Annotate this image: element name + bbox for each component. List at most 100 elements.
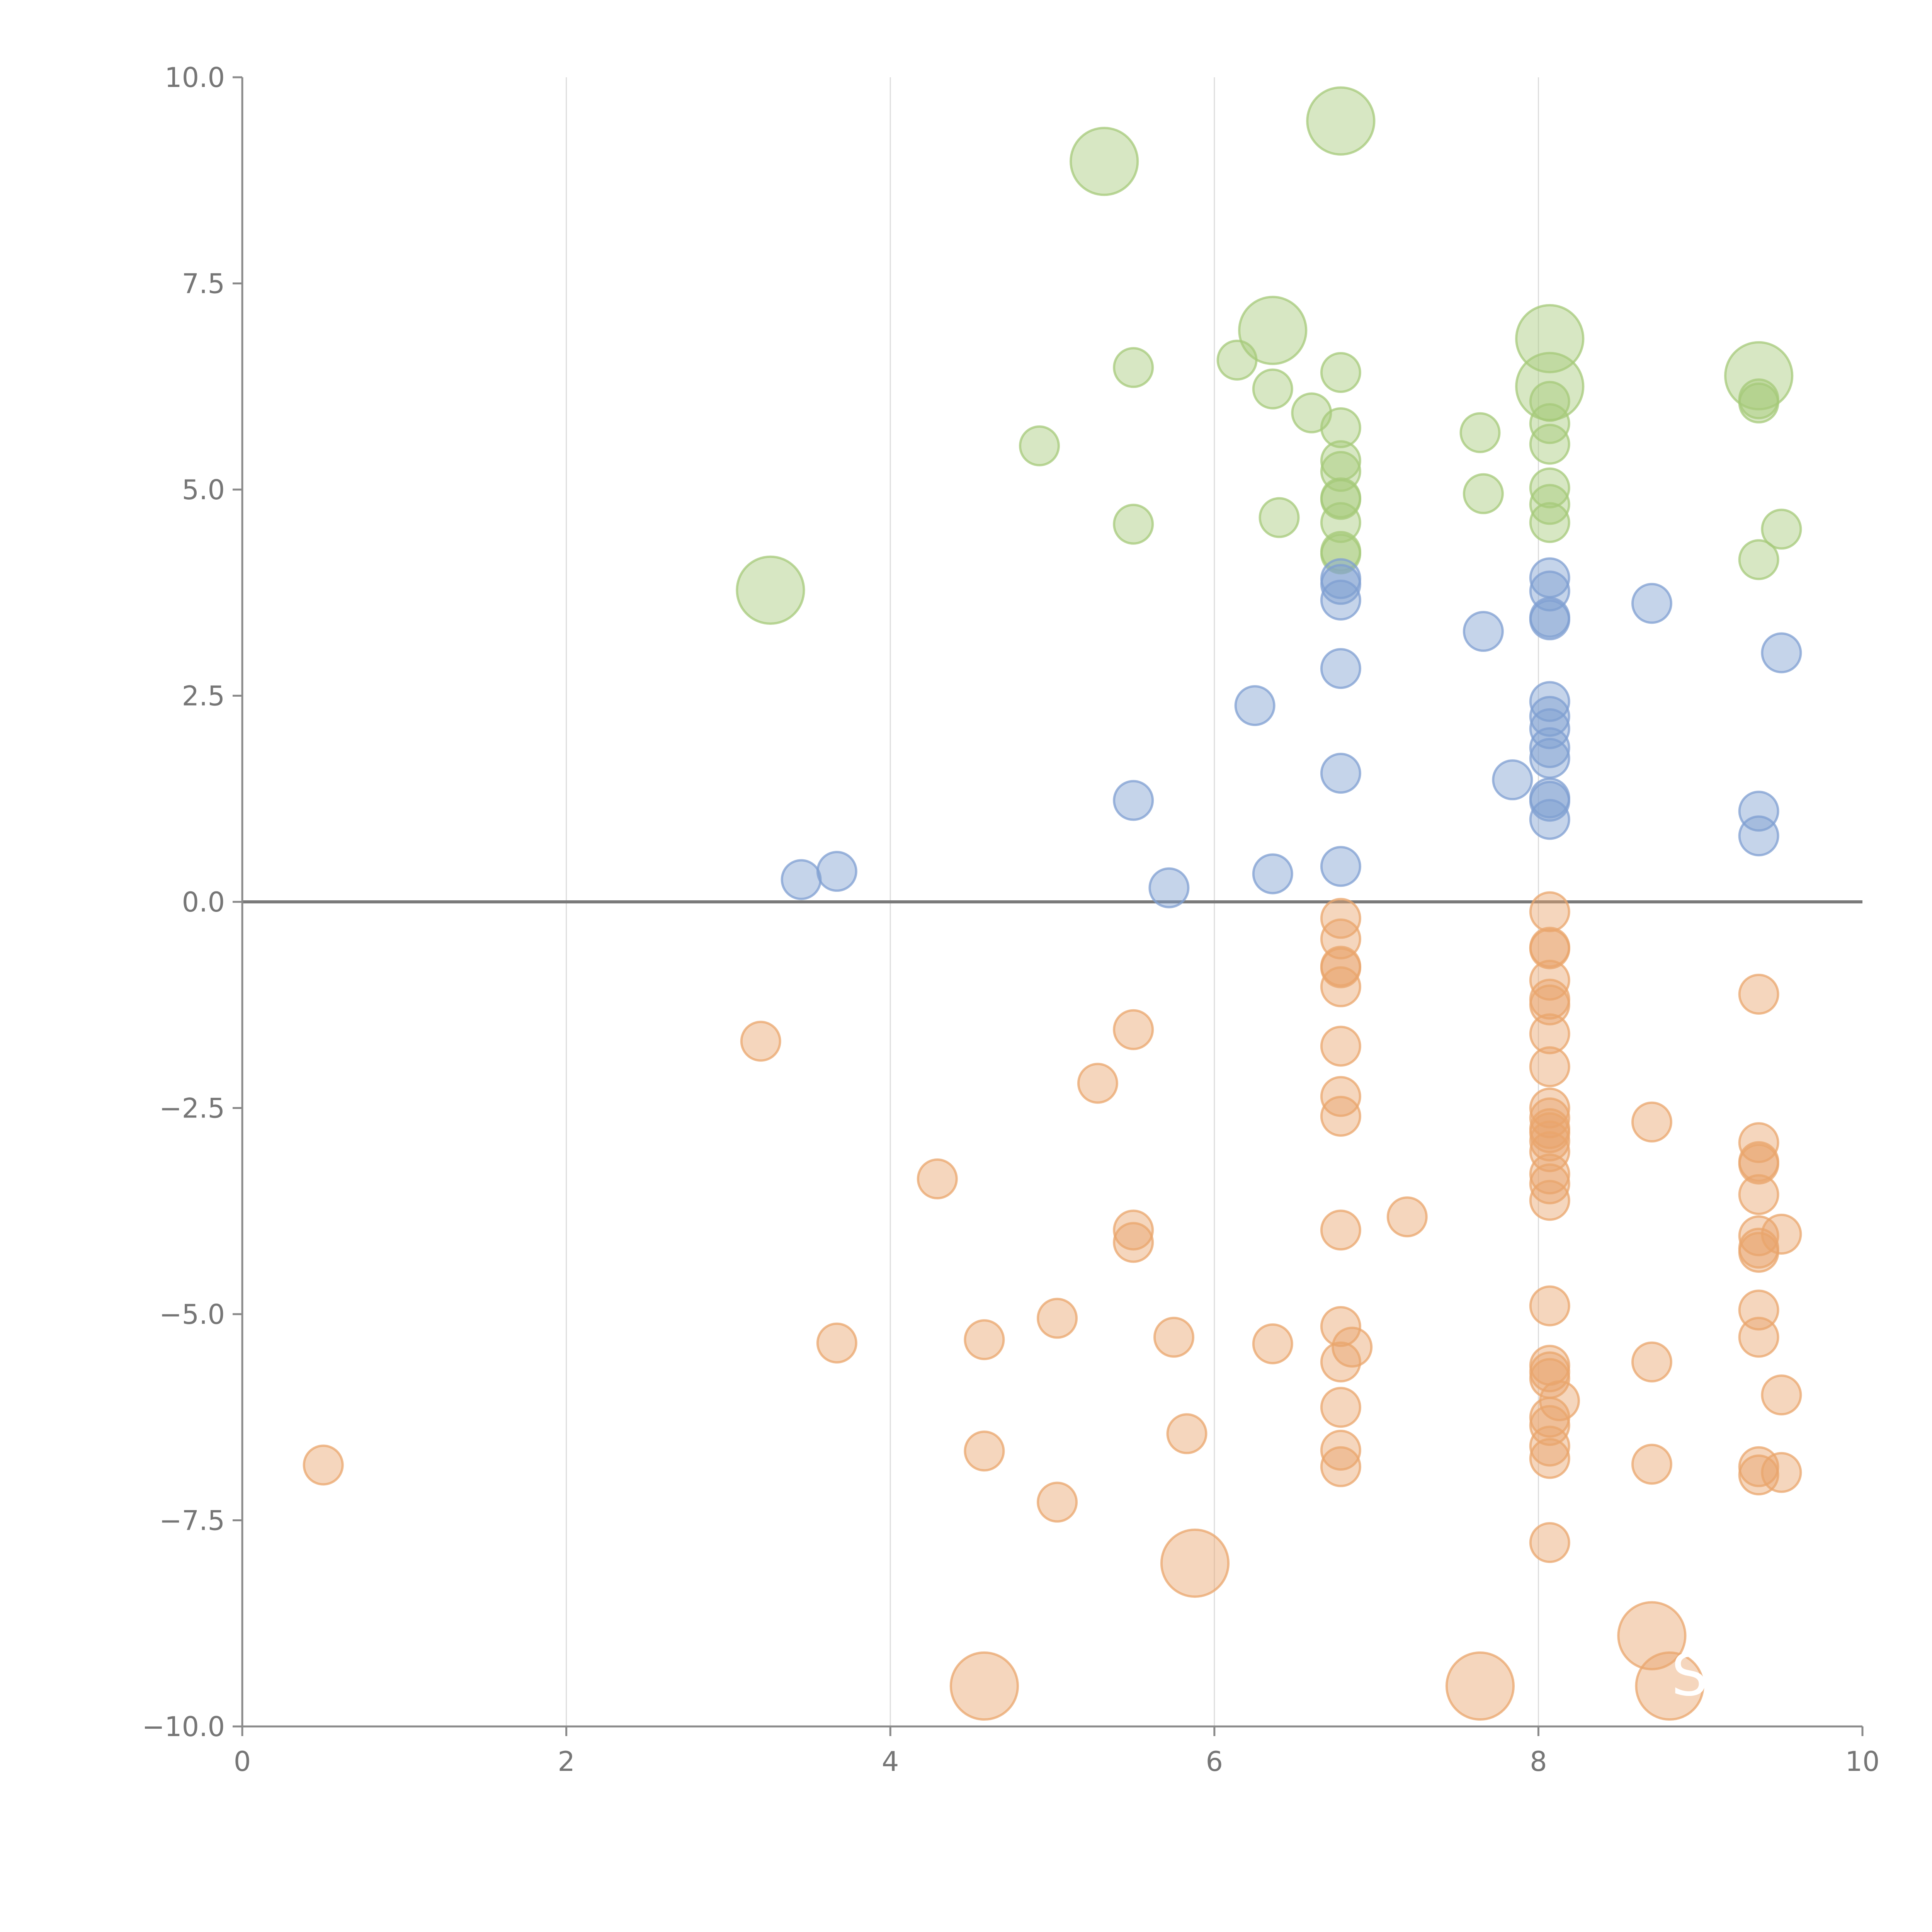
- bubble-orange: [816, 1322, 857, 1364]
- bubble-blue: [1529, 781, 1570, 822]
- bubble-orange: [1529, 1285, 1570, 1327]
- bubble-green: [1529, 403, 1570, 444]
- bubble-orange: [1037, 1481, 1078, 1523]
- bubble-orange: [1077, 1063, 1118, 1104]
- bubble-blue: [1320, 579, 1361, 621]
- x-tick-label: 8: [1530, 1746, 1547, 1777]
- bubble-blue: [1113, 780, 1154, 821]
- bubble-marks: [303, 86, 1802, 1721]
- bubble-green: [1761, 509, 1802, 550]
- bubble-orange: [1738, 1174, 1779, 1215]
- bubble-orange: [964, 1319, 1005, 1361]
- bubble-blue: [1529, 599, 1570, 641]
- bubble-blue: [1738, 815, 1779, 857]
- bubble-green: [1113, 347, 1154, 388]
- y-tick-label: −7.5: [159, 1505, 225, 1537]
- bubble-orange: [1320, 1387, 1361, 1428]
- bubble-orange: [1738, 1454, 1779, 1496]
- bubble-orange: [1529, 1180, 1570, 1221]
- bubble-green: [1320, 502, 1361, 543]
- bubble-orange: [1529, 1097, 1570, 1139]
- bubble-green: [1515, 304, 1585, 374]
- bubble-blue: [1320, 753, 1361, 794]
- bubble-blue: [1529, 696, 1570, 737]
- bubble-orange: [1320, 1446, 1361, 1487]
- bubble-blue: [1320, 846, 1361, 887]
- bubble-green: [736, 555, 805, 625]
- bubble-orange: [1529, 928, 1570, 969]
- bubble-orange: [1529, 1405, 1570, 1446]
- bubble-blue: [1463, 611, 1504, 652]
- bubble-green: [1529, 502, 1570, 543]
- bubble-green: [1320, 352, 1361, 393]
- x-tick-label: 2: [558, 1746, 575, 1777]
- bubble-orange: [1320, 1341, 1361, 1383]
- bubble-green: [1529, 484, 1570, 525]
- bubble-green: [1463, 473, 1504, 514]
- y-tick-label: −5.0: [159, 1299, 225, 1330]
- bubble-orange: [1529, 1425, 1570, 1467]
- bubble-orange: [1761, 1452, 1802, 1493]
- bubble-orange: [1738, 974, 1779, 1015]
- bubble-blue: [1252, 853, 1293, 895]
- bubble-orange: [964, 1430, 1005, 1472]
- bubble-blue: [1529, 727, 1570, 768]
- bubble-green: [1529, 423, 1570, 465]
- bubble-blue: [1529, 799, 1570, 840]
- bubble-orange: [1153, 1316, 1194, 1358]
- bubble-orange: [1320, 1430, 1361, 1471]
- bubble-orange: [1320, 898, 1361, 939]
- y-tick-label: 10.0: [165, 62, 225, 94]
- bubble-orange: [949, 1651, 1019, 1721]
- bubble-blue: [1320, 648, 1361, 689]
- bubble-orange: [1529, 1438, 1570, 1479]
- bubble-orange: [1529, 1131, 1570, 1172]
- bubble-green: [1113, 503, 1154, 545]
- bubble-orange: [1113, 1222, 1154, 1263]
- bubble-orange: [1160, 1528, 1230, 1598]
- bubble-green: [1216, 339, 1258, 381]
- x-tick-label: 10: [1845, 1746, 1879, 1777]
- y-tick-label: −10.0: [142, 1711, 225, 1743]
- bubble-orange: [1631, 1101, 1672, 1143]
- y-tick-label: 7.5: [182, 268, 225, 300]
- bubble-orange: [1761, 1374, 1802, 1416]
- bubble-blue: [1492, 759, 1533, 801]
- bubble-green: [1320, 479, 1361, 520]
- bubble-orange: [1113, 1209, 1154, 1251]
- bubble-orange: [1320, 1026, 1361, 1067]
- bubble-annotation: Sc: [1671, 1642, 1740, 1709]
- x-tick-label: 4: [882, 1746, 899, 1777]
- bubble-orange: [1738, 1143, 1779, 1185]
- bubble-green: [1529, 467, 1570, 509]
- bubble-green: [1238, 296, 1308, 365]
- bubble-orange: [1738, 1215, 1779, 1257]
- bubble-green: [1320, 533, 1361, 575]
- y-tick-label: 5.0: [182, 474, 225, 506]
- bubble-blue: [816, 851, 857, 892]
- bubble-orange: [1320, 966, 1361, 1007]
- bubble-orange: [1320, 1095, 1361, 1137]
- y-tick-label: 0.0: [182, 886, 225, 918]
- y-tick-label: −2.5: [159, 1093, 225, 1124]
- bubble-orange: [1631, 1341, 1672, 1383]
- x-tick-label: 0: [234, 1746, 251, 1777]
- bubble-orange: [1529, 1120, 1570, 1162]
- bubble-green: [1459, 412, 1501, 453]
- bubble-orange: [1445, 1651, 1515, 1721]
- bubble-orange: [740, 1020, 781, 1062]
- axes: 10.0 7.5 5.0 2.5 0.0 −2.5 −5.0 −7.5 −10.0 0 2 4 6 8 10: [142, 62, 1879, 1777]
- bubble-orange: [1037, 1298, 1078, 1339]
- bubble-blue: [781, 859, 822, 900]
- bubble-orange: [303, 1444, 344, 1486]
- bubble-green: [1738, 539, 1779, 580]
- bubble-orange: [1166, 1413, 1208, 1454]
- bubble-orange: [1631, 1444, 1672, 1485]
- bubble-orange: [917, 1158, 958, 1200]
- bubble-orange: [1529, 1013, 1570, 1054]
- bubble-blue: [1320, 564, 1361, 605]
- bubble-green: [1306, 86, 1376, 156]
- bubble-green: [1529, 381, 1570, 422]
- y-tick-label: 2.5: [182, 680, 225, 712]
